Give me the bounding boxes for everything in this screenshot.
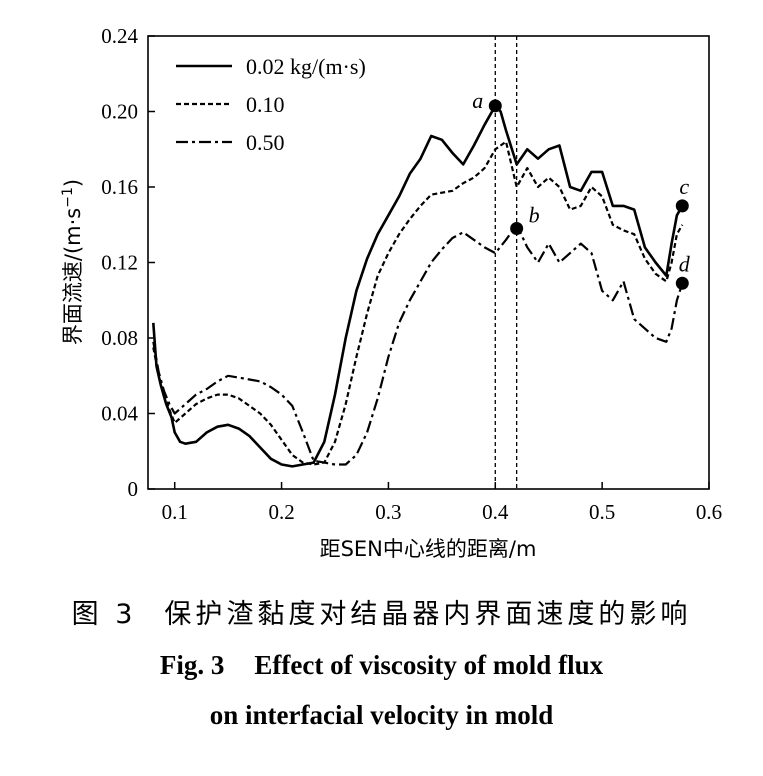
x-tick-label: 0.5 <box>589 500 615 524</box>
caption-en-fig-id: Fig. 3 <box>159 650 225 680</box>
marker-point-a <box>488 99 502 113</box>
x-tick-label: 0.3 <box>375 500 401 524</box>
y-tick-label: 0.16 <box>101 175 138 199</box>
y-axis-label-close: ) <box>61 179 85 187</box>
marker-point-c <box>675 199 689 213</box>
y-tick-label: 0.20 <box>101 100 138 124</box>
marker-point-b <box>510 222 524 236</box>
legend-label-3: 0.50 <box>246 130 285 155</box>
caption-english-line-2: on interfacial velocity in mold <box>209 700 554 730</box>
marker-label-c: c <box>679 174 689 199</box>
y-tick-label: 0.04 <box>101 402 138 426</box>
caption-chinese: 图 3 保护渣黏度对结晶器内界面速度的影响 <box>0 592 763 631</box>
chart: 0.1 0.2 0.3 0.4 0.5 0.6 0 0.04 0.08 0.12 0.16 0.20 0… <box>60 24 722 561</box>
caption-cn-text: 保护渣黏度对结晶器内界面速度的影响 <box>164 599 692 630</box>
legend-label-2: 0.10 <box>246 92 285 117</box>
marker-label-b: b <box>529 203 540 228</box>
x-tick-label: 0.4 <box>482 500 509 524</box>
series-line-3 <box>152 223 684 466</box>
x-axis-label: 距SEN中心线的距离/m <box>320 537 537 561</box>
series-line-2 <box>152 140 684 466</box>
x-tick-label: 0.1 <box>162 500 188 524</box>
legend-label-1: 0.02 kg/(m·s) <box>246 54 366 79</box>
y-axis-label: 界面流速/(m·s−1) <box>60 179 85 345</box>
caption-cn-fig-id: 图 3 <box>71 599 137 630</box>
marker-label-a: a <box>472 88 483 113</box>
x-tick-label: 0.2 <box>268 500 294 524</box>
y-axis-label-base: 界面流速/(m·s <box>61 208 85 345</box>
legend: 0.02 kg/(m·s) 0.10 0.50 <box>176 54 366 155</box>
caption-en-text-1: Effect of viscosity of mold flux <box>254 650 604 680</box>
y-axis-label-sup: −1 <box>60 187 76 208</box>
x-tick-label: 0.6 <box>696 500 722 524</box>
marker-label-d: d <box>679 251 691 276</box>
caption-english-line-1: Fig. 3 Effect of viscosity of mold flux <box>0 650 763 681</box>
y-tick-label: 0 <box>128 477 139 501</box>
y-tick-label: 0.12 <box>101 251 138 275</box>
series-line-1 <box>152 104 684 468</box>
marker-point-d <box>675 276 689 290</box>
plot-area <box>147 35 710 490</box>
y-tick-label: 0.08 <box>101 326 138 350</box>
y-tick-label: 0.24 <box>101 24 138 48</box>
